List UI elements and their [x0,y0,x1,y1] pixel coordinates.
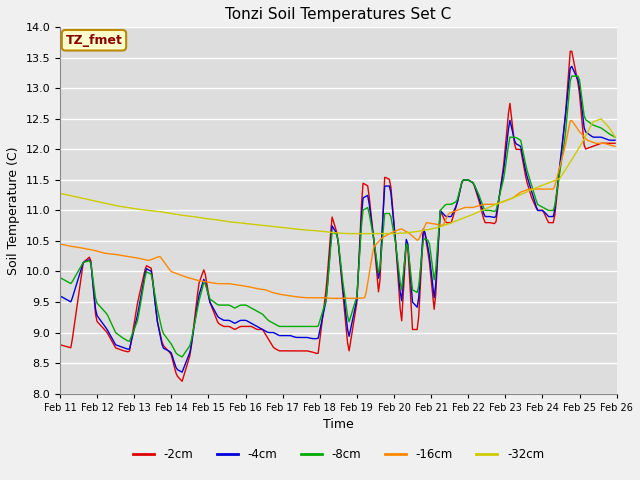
-2cm [56,342,64,348]
-4cm [223,317,231,323]
-16cm [124,253,132,259]
-16cm [240,283,248,289]
-32cm [299,227,307,233]
-8cm [242,302,250,308]
-2cm [300,348,308,354]
-2cm [242,324,250,329]
-4cm [584,130,591,136]
-16cm [299,295,307,300]
-32cm [250,221,257,227]
-4cm [300,335,308,340]
-16cm [250,285,257,290]
-8cm [124,338,132,344]
X-axis label: Time: Time [323,418,354,431]
-16cm [328,296,336,301]
-32cm [582,133,589,139]
-8cm [300,324,308,329]
-4cm [179,369,186,375]
Y-axis label: Soil Temperature (C): Soil Temperature (C) [7,146,20,275]
-16cm [568,118,575,123]
Line: -32cm: -32cm [60,119,615,234]
Legend: -2cm, -4cm, -8cm, -16cm, -32cm: -2cm, -4cm, -8cm, -16cm, -32cm [128,444,548,466]
-4cm [568,63,575,69]
-4cm [251,323,259,328]
-4cm [124,346,132,352]
-16cm [221,281,229,287]
-8cm [56,275,64,280]
-4cm [56,293,64,299]
-8cm [611,134,619,140]
-16cm [56,241,64,247]
-4cm [242,317,250,323]
Text: TZ_fmet: TZ_fmet [65,34,122,47]
-4cm [611,137,619,143]
-2cm [179,378,186,384]
Line: -16cm: -16cm [60,120,615,299]
-8cm [223,302,231,308]
-16cm [611,144,619,149]
-32cm [56,191,64,196]
-32cm [345,231,353,237]
-2cm [251,325,259,331]
Title: Tonzi Soil Temperatures Set C: Tonzi Soil Temperatures Set C [225,7,451,22]
-2cm [611,140,619,146]
-32cm [221,218,229,224]
-2cm [584,145,591,151]
-2cm [223,324,231,329]
Line: -8cm: -8cm [60,76,615,357]
-2cm [568,48,575,54]
-8cm [251,307,259,313]
-8cm [584,118,591,124]
-32cm [124,205,132,211]
-32cm [597,116,605,122]
Line: -2cm: -2cm [60,51,615,381]
-16cm [584,137,591,143]
Line: -4cm: -4cm [60,66,615,372]
-8cm [568,73,575,79]
-32cm [611,134,619,140]
-2cm [124,349,132,355]
-32cm [240,220,248,226]
-8cm [179,354,186,360]
